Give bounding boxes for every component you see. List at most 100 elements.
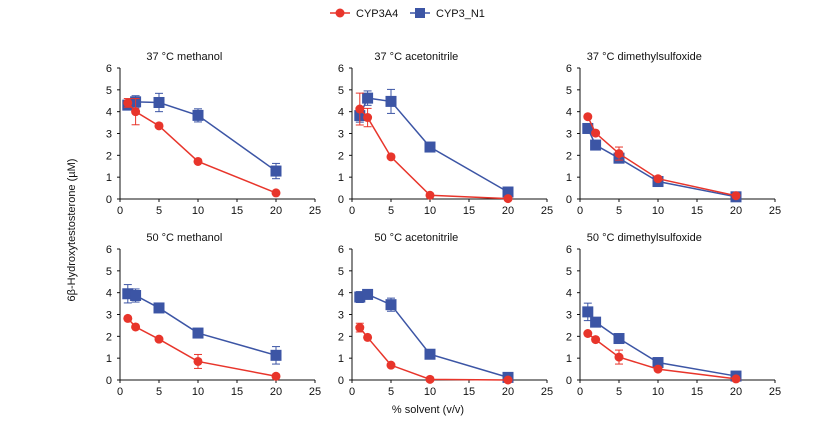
y-tick-label: 4 — [106, 288, 112, 300]
y-tick-label: 0 — [106, 375, 112, 387]
data-point-cyp3a4 — [731, 374, 741, 384]
x-tick-label: 15 — [463, 386, 475, 398]
data-point-cyp3a4 — [591, 128, 601, 138]
data-point-cyp3a4 — [131, 322, 141, 332]
data-point-cyp3_n1 — [153, 96, 165, 108]
x-tick-label: 10 — [424, 386, 436, 398]
y-tick-label: 0 — [106, 194, 112, 206]
x-tick-label: 5 — [388, 386, 394, 398]
y-tick-label: 3 — [338, 310, 344, 322]
x-tick-label: 25 — [541, 205, 553, 217]
panel: 37 °C dimethylsulfoxide 0 5 10 15 20 25 0 1 2 3 4 5 6 — [566, 51, 781, 217]
x-tick-label: 0 — [349, 386, 355, 398]
y-tick-label: 2 — [566, 150, 572, 162]
panel: 50 °C dimethylsulfoxide 0 5 10 15 20 25 0 1 2 3 4 5 6 — [566, 232, 781, 398]
data-point-cyp3a4 — [271, 188, 281, 198]
x-tick-label: 10 — [192, 386, 204, 398]
x-tick-label: 10 — [192, 205, 204, 217]
panel: 37 °C methanol 0 5 10 15 20 25 0 1 2 3 4 5 6 — [106, 51, 321, 217]
data-point-cyp3_n1 — [122, 288, 134, 300]
legend: CYP3A4 CYP3_N1 — [330, 8, 485, 20]
series-line-cyp3_n1 — [359, 293, 509, 379]
panel-title: 50 °C acetonitrile — [374, 232, 458, 244]
y-tick-label: 3 — [106, 310, 112, 322]
data-point-cyp3_n1 — [385, 299, 397, 311]
y-tick-label: 1 — [106, 353, 112, 365]
data-point-cyp3_n1 — [362, 92, 374, 104]
y-tick-label: 1 — [106, 172, 112, 184]
data-point-cyp3_n1 — [502, 186, 514, 198]
data-point-cyp3_n1 — [130, 290, 142, 302]
panel-title: 37 °C methanol — [146, 51, 222, 63]
series-line-cyp3a4 — [359, 108, 509, 200]
x-tick-label: 0 — [349, 205, 355, 217]
x-tick-label: 0 — [117, 205, 123, 217]
y-tick-label: 4 — [106, 107, 112, 119]
data-point-cyp3a4 — [386, 152, 396, 162]
y-tick-label: 0 — [566, 375, 572, 387]
y-tick-label: 5 — [106, 85, 112, 97]
y-tick-label: 2 — [106, 331, 112, 343]
data-point-cyp3_n1 — [192, 327, 204, 339]
y-tick-label: 3 — [338, 129, 344, 141]
x-tick-label: 5 — [156, 386, 162, 398]
data-point-cyp3_n1 — [270, 165, 282, 177]
y-tick-label: 6 — [338, 63, 344, 75]
data-point-cyp3a4 — [583, 112, 593, 122]
data-point-cyp3_n1 — [424, 141, 436, 153]
y-tick-label: 4 — [566, 107, 572, 119]
y-tick-label: 5 — [566, 85, 572, 97]
y-tick-label: 2 — [338, 331, 344, 343]
x-tick-label: 20 — [502, 205, 514, 217]
y-tick-label: 6 — [106, 244, 112, 256]
data-point-cyp3a4 — [425, 190, 435, 200]
x-tick-label: 20 — [730, 386, 742, 398]
data-point-cyp3a4 — [154, 334, 164, 344]
series-line-cyp3_n1 — [127, 293, 277, 357]
x-tick-label: 25 — [769, 205, 781, 217]
x-tick-label: 5 — [156, 205, 162, 217]
y-tick-label: 6 — [566, 63, 572, 75]
panel: 37 °C acetonitrile 0 5 10 15 20 25 0 1 2 3 4 5 6 — [338, 51, 553, 217]
series-line-cyp3a4 — [127, 317, 277, 378]
data-point-cyp3_n1 — [270, 349, 282, 361]
data-point-cyp3a4 — [123, 313, 133, 323]
data-point-cyp3a4 — [386, 360, 396, 370]
y-axis-label: 6β-Hydroxytestosterone (µM) — [66, 159, 78, 302]
legend-label: CYP3_N1 — [436, 8, 485, 20]
data-point-cyp3a4 — [355, 104, 365, 114]
data-point-cyp3a4 — [653, 364, 663, 374]
y-tick-label: 1 — [338, 353, 344, 365]
y-tick-label: 6 — [338, 244, 344, 256]
y-tick-label: 3 — [566, 129, 572, 141]
y-tick-label: 5 — [338, 266, 344, 278]
panel: 50 °C methanol 0 5 10 15 20 25 0 1 2 3 4 5 6 — [106, 232, 321, 398]
x-tick-label: 0 — [117, 386, 123, 398]
x-tick-label: 15 — [231, 205, 243, 217]
data-point-cyp3a4 — [425, 374, 435, 384]
x-tick-label: 5 — [388, 205, 394, 217]
x-tick-label: 15 — [231, 386, 243, 398]
x-tick-label: 0 — [577, 386, 583, 398]
y-tick-label: 1 — [338, 172, 344, 184]
y-tick-label: 1 — [566, 172, 572, 184]
y-tick-label: 2 — [338, 150, 344, 162]
data-point-cyp3a4 — [503, 194, 513, 204]
panel: 50 °C acetonitrile 0 5 10 15 20 25 0 1 2 3 4 5 6 — [338, 232, 553, 398]
data-point-cyp3a4 — [123, 98, 133, 108]
legend-marker-cyp3_n1 — [415, 8, 425, 18]
data-point-cyp3a4 — [653, 174, 663, 184]
x-tick-label: 15 — [691, 386, 703, 398]
x-tick-label: 25 — [541, 386, 553, 398]
data-point-cyp3a4 — [363, 332, 373, 342]
y-tick-label: 6 — [566, 244, 572, 256]
x-tick-label: 20 — [270, 386, 282, 398]
x-tick-label: 15 — [691, 205, 703, 217]
data-point-cyp3_n1 — [354, 291, 366, 303]
data-point-cyp3_n1 — [613, 333, 625, 345]
data-point-cyp3a4 — [614, 352, 624, 362]
panel-title: 50 °C methanol — [146, 232, 222, 244]
y-tick-label: 2 — [106, 150, 112, 162]
data-point-cyp3_n1 — [385, 95, 397, 107]
